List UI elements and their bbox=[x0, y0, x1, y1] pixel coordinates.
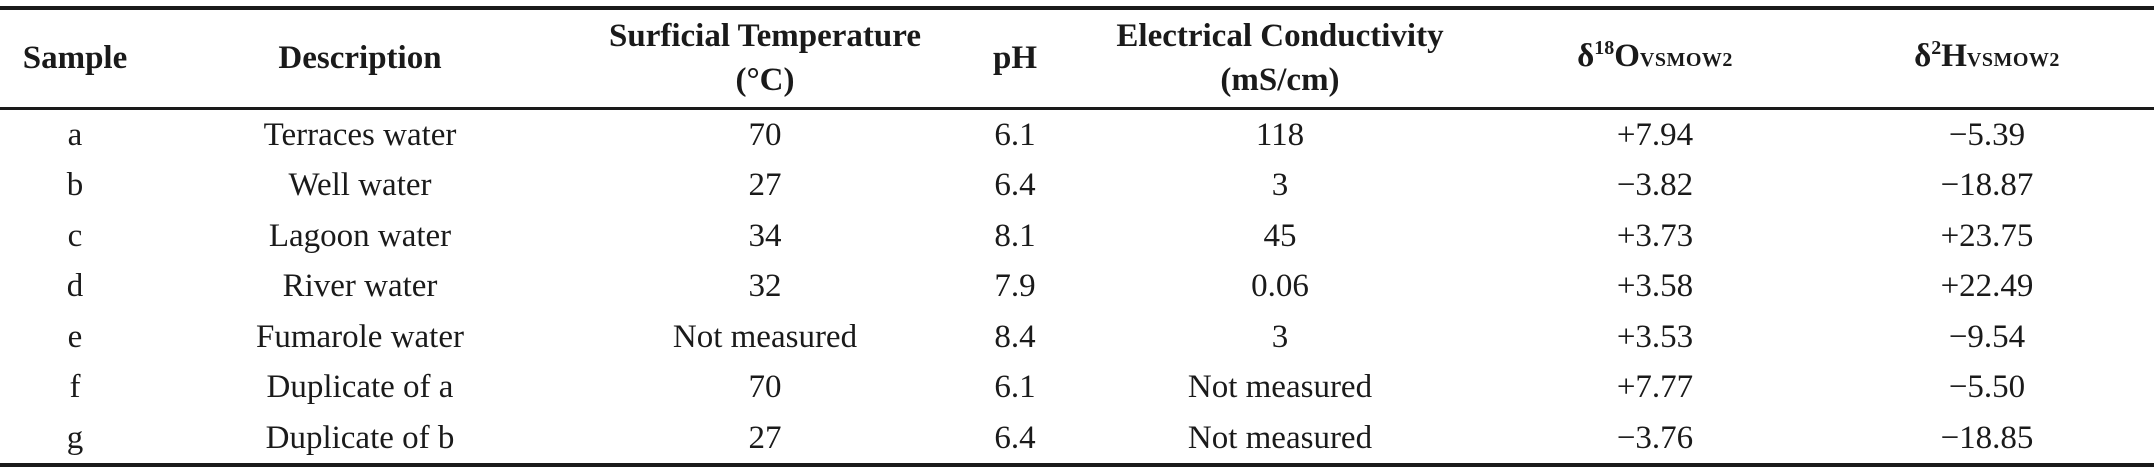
cell-temperature: 34 bbox=[748, 217, 782, 254]
cell-temperature: 70 bbox=[748, 116, 782, 153]
table-row: c Lagoon water 34 8.1 45 +3.73 +23.75 bbox=[0, 211, 2154, 262]
cell-sample: e bbox=[67, 318, 83, 355]
header-delta-h-sup: 2 bbox=[1931, 37, 1942, 60]
header-delta-h-prefix: δ bbox=[1914, 38, 1932, 75]
header-delta-h-main: H bbox=[1941, 38, 1967, 75]
header-description: Description bbox=[150, 8, 570, 108]
header-temperature-line2: (°C) bbox=[735, 62, 795, 99]
cell-sample: c bbox=[67, 217, 83, 254]
header-delta-o-prefix: δ bbox=[1577, 38, 1595, 75]
cell-delta-o: +3.53 bbox=[1616, 318, 1694, 355]
cell-sample: g bbox=[66, 419, 84, 456]
cell-description: Lagoon water bbox=[268, 217, 452, 254]
table-body: a Terraces water 70 6.1 118 +7.94 −5.39 … bbox=[0, 108, 2154, 465]
header-conductivity-line1: Electrical Conductivity bbox=[1116, 18, 1444, 55]
cell-description: River water bbox=[282, 268, 438, 305]
cell-delta-o: +3.73 bbox=[1616, 217, 1694, 254]
header-temperature-line1: Surficial Temperature bbox=[609, 18, 921, 55]
header-description-label: Description bbox=[278, 40, 442, 77]
table-row: a Terraces water 70 6.1 118 +7.94 −5.39 bbox=[0, 108, 2154, 160]
header-row: Sample Description Surficial Temperature… bbox=[0, 8, 2154, 108]
header-delta-h2: δ2HVSMOW2 bbox=[1820, 8, 2154, 108]
cell-temperature: 27 bbox=[748, 167, 782, 204]
cell-ph: 8.1 bbox=[994, 217, 1036, 254]
cell-description: Terraces water bbox=[263, 116, 457, 153]
cell-delta-h: −9.54 bbox=[1948, 318, 2026, 355]
cell-description: Fumarole water bbox=[255, 318, 464, 355]
cell-delta-o: +7.94 bbox=[1616, 116, 1694, 153]
cell-delta-h: −5.50 bbox=[1948, 369, 2026, 406]
cell-delta-h: −18.87 bbox=[1940, 167, 2034, 204]
table-header: Sample Description Surficial Temperature… bbox=[0, 8, 2154, 108]
cell-ph: 7.9 bbox=[994, 268, 1036, 305]
header-delta-o18: δ18OVSMOW2 bbox=[1490, 8, 1820, 108]
header-delta-o-main: O bbox=[1614, 38, 1640, 75]
cell-conductivity: 0.06 bbox=[1251, 268, 1309, 305]
cell-sample: a bbox=[67, 116, 83, 153]
cell-delta-h: +23.75 bbox=[1940, 217, 2034, 254]
header-delta-o-sub: VSMOW2 bbox=[1639, 49, 1733, 72]
cell-delta-o: +7.77 bbox=[1616, 369, 1694, 406]
cell-sample: d bbox=[66, 268, 84, 305]
cell-delta-o: −3.82 bbox=[1616, 167, 1694, 204]
header-ph: pH bbox=[960, 8, 1070, 108]
cell-description: Duplicate of a bbox=[266, 369, 454, 406]
cell-description: Well water bbox=[288, 167, 432, 204]
cell-sample: f bbox=[69, 369, 81, 406]
cell-delta-o: +3.58 bbox=[1616, 268, 1694, 305]
cell-conductivity: 45 bbox=[1263, 217, 1297, 254]
cell-conductivity: 118 bbox=[1255, 116, 1305, 153]
header-delta-o-sup: 18 bbox=[1594, 37, 1615, 60]
cell-conductivity: Not measured bbox=[1187, 419, 1373, 456]
cell-sample: b bbox=[66, 167, 84, 204]
table-row: d River water 32 7.9 0.06 +3.58 +22.49 bbox=[0, 261, 2154, 312]
cell-conductivity: Not measured bbox=[1187, 369, 1373, 406]
cell-temperature: 27 bbox=[748, 419, 782, 456]
cell-description: Duplicate of b bbox=[265, 419, 455, 456]
water-samples-table: Sample Description Surficial Temperature… bbox=[0, 6, 2154, 467]
cell-delta-h: +22.49 bbox=[1940, 268, 2034, 305]
header-conductivity-line2: (mS/cm) bbox=[1220, 62, 1340, 99]
cell-ph: 6.4 bbox=[994, 167, 1036, 204]
cell-delta-o: −3.76 bbox=[1616, 419, 1694, 456]
cell-ph: 6.4 bbox=[994, 419, 1036, 456]
cell-conductivity: 3 bbox=[1271, 318, 1289, 355]
table-row: g Duplicate of b 27 6.4 Not measured −3.… bbox=[0, 413, 2154, 466]
table-row: e Fumarole water Not measured 8.4 3 +3.5… bbox=[0, 312, 2154, 363]
cell-temperature: 70 bbox=[748, 369, 782, 406]
table-row: b Well water 27 6.4 3 −3.82 −18.87 bbox=[0, 160, 2154, 211]
header-sample: Sample bbox=[0, 8, 150, 108]
cell-ph: 8.4 bbox=[994, 318, 1036, 355]
header-sample-label: Sample bbox=[22, 40, 128, 77]
cell-delta-h: −18.85 bbox=[1940, 419, 2034, 456]
header-temperature: Surficial Temperature (°C) bbox=[570, 8, 960, 108]
cell-temperature: Not measured bbox=[672, 318, 858, 355]
header-delta-h-sub: VSMOW2 bbox=[1966, 49, 2060, 72]
table-row: f Duplicate of a 70 6.1 Not measured +7.… bbox=[0, 362, 2154, 413]
cell-delta-h: −5.39 bbox=[1948, 116, 2026, 153]
cell-temperature: 32 bbox=[748, 268, 782, 305]
cell-ph: 6.1 bbox=[994, 116, 1036, 153]
cell-ph: 6.1 bbox=[994, 369, 1036, 406]
header-ph-label: pH bbox=[992, 40, 1038, 77]
header-conductivity: Electrical Conductivity (mS/cm) bbox=[1070, 8, 1490, 108]
cell-conductivity: 3 bbox=[1271, 167, 1289, 204]
